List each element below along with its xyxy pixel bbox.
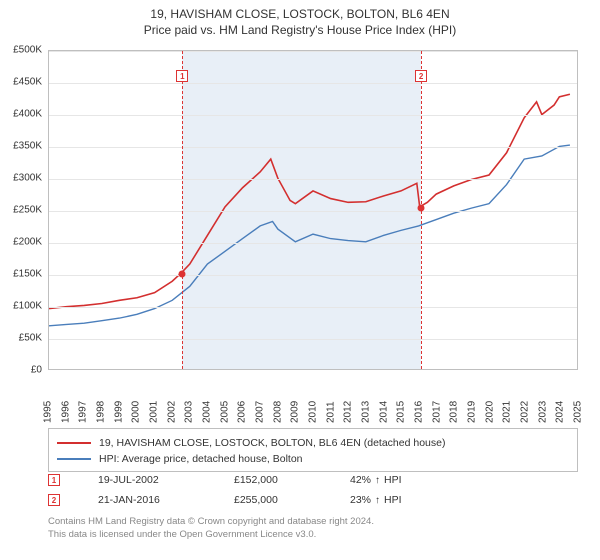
- plot-area: 12: [48, 50, 578, 370]
- legend-swatch: [57, 458, 91, 460]
- x-tick-label: 2024: [555, 401, 566, 423]
- x-tick-label: 2002: [166, 401, 177, 423]
- sale-rel-suffix: HPI: [384, 474, 402, 486]
- gridline-h: [49, 243, 577, 244]
- x-tick-label: 1995: [43, 401, 54, 423]
- event-marker-box: 1: [176, 70, 188, 82]
- attribution: Contains HM Land Registry data © Crown c…: [48, 516, 578, 542]
- x-tick-label: 2017: [431, 401, 442, 423]
- sale-relative: 23% ↑ HPI: [350, 494, 402, 506]
- x-tick-label: 2004: [202, 401, 213, 423]
- legend-item: 19, HAVISHAM CLOSE, LOSTOCK, BOLTON, BL6…: [57, 435, 569, 451]
- arrow-up-icon: ↑: [375, 495, 380, 506]
- x-tick-label: 2018: [449, 401, 460, 423]
- gridline-h: [49, 147, 577, 148]
- x-tick-label: 2009: [290, 401, 301, 423]
- x-tick-label: 2013: [361, 401, 372, 423]
- sale-rel-suffix: HPI: [384, 494, 402, 506]
- attribution-line-1: Contains HM Land Registry data © Crown c…: [48, 516, 578, 529]
- y-tick-label: £100K: [13, 301, 42, 312]
- y-tick-label: £300K: [13, 173, 42, 184]
- sale-price: £152,000: [234, 474, 314, 486]
- legend-item: HPI: Average price, detached house, Bolt…: [57, 451, 569, 467]
- x-tick-label: 2014: [378, 401, 389, 423]
- x-tick-label: 2000: [131, 401, 142, 423]
- legend-label: HPI: Average price, detached house, Bolt…: [99, 453, 303, 465]
- x-tick-label: 2015: [396, 401, 407, 423]
- gridline-h: [49, 339, 577, 340]
- gridline-h: [49, 211, 577, 212]
- x-tick-label: 1996: [60, 401, 71, 423]
- x-axis: 1995199619971998199920002001200220032004…: [48, 372, 578, 422]
- y-tick-label: £50K: [19, 333, 42, 344]
- arrow-up-icon: ↑: [375, 475, 380, 486]
- y-tick-label: £400K: [13, 109, 42, 120]
- legend-label: 19, HAVISHAM CLOSE, LOSTOCK, BOLTON, BL6…: [99, 437, 445, 449]
- y-tick-label: £200K: [13, 237, 42, 248]
- event-dot: [418, 204, 425, 211]
- sale-date: 21-JAN-2016: [98, 494, 198, 506]
- sale-rel-pct: 42%: [350, 474, 371, 486]
- x-tick-label: 1997: [78, 401, 89, 423]
- sale-date: 19-JUL-2002: [98, 474, 198, 486]
- chart-title: 19, HAVISHAM CLOSE, LOSTOCK, BOLTON, BL6…: [0, 0, 600, 38]
- event-line: [182, 51, 183, 369]
- x-tick-label: 2019: [467, 401, 478, 423]
- y-tick-label: £350K: [13, 141, 42, 152]
- sales-table: 1 19-JUL-2002 £152,000 42% ↑ HPI 2 21-JAN-2016 £…: [48, 470, 578, 510]
- line-layer: [49, 51, 577, 369]
- y-tick-label: £250K: [13, 205, 42, 216]
- x-tick-label: 2010: [308, 401, 319, 423]
- sale-relative: 42% ↑ HPI: [350, 474, 402, 486]
- gridline-h: [49, 83, 577, 84]
- x-tick-label: 2003: [184, 401, 195, 423]
- legend-swatch: [57, 442, 91, 444]
- y-tick-label: £150K: [13, 269, 42, 280]
- event-dot: [179, 270, 186, 277]
- attribution-line-2: This data is licensed under the Open Gov…: [48, 529, 578, 542]
- chart-area: £0 £50K £100K £150K £200K £250K £300K £350K £400…: [0, 42, 600, 422]
- sale-price: £255,000: [234, 494, 314, 506]
- x-tick-label: 1999: [113, 401, 124, 423]
- y-axis: £0£50K£100K£150K£200K£250K£300K£350K£400…: [0, 50, 46, 370]
- x-tick-label: 2020: [484, 401, 495, 423]
- gridline-h: [49, 275, 577, 276]
- x-tick-label: 2012: [343, 401, 354, 423]
- sale-rel-pct: 23%: [350, 494, 371, 506]
- x-tick-label: 2006: [237, 401, 248, 423]
- y-tick-label: £500K: [13, 45, 42, 56]
- sale-row: 1 19-JUL-2002 £152,000 42% ↑ HPI: [48, 470, 578, 490]
- sale-row: 2 21-JAN-2016 £255,000 23% ↑ HPI: [48, 490, 578, 510]
- x-tick-label: 2023: [537, 401, 548, 423]
- y-tick-label: £0: [31, 365, 42, 376]
- sale-marker: 1: [48, 474, 60, 486]
- sale-marker: 2: [48, 494, 60, 506]
- gridline-h: [49, 179, 577, 180]
- legend: 19, HAVISHAM CLOSE, LOSTOCK, BOLTON, BL6…: [48, 428, 578, 472]
- x-tick-label: 2021: [502, 401, 513, 423]
- x-tick-label: 2025: [573, 401, 584, 423]
- x-tick-label: 2008: [272, 401, 283, 423]
- x-tick-label: 2001: [149, 401, 160, 423]
- title-line-1: 19, HAVISHAM CLOSE, LOSTOCK, BOLTON, BL6…: [0, 6, 600, 22]
- x-tick-label: 2005: [219, 401, 230, 423]
- x-tick-label: 2007: [255, 401, 266, 423]
- title-line-2: Price paid vs. HM Land Registry's House …: [0, 22, 600, 38]
- x-tick-label: 2022: [520, 401, 531, 423]
- gridline-h: [49, 307, 577, 308]
- event-marker-box: 2: [415, 70, 427, 82]
- y-tick-label: £450K: [13, 77, 42, 88]
- gridline-h: [49, 115, 577, 116]
- x-tick-label: 1998: [96, 401, 107, 423]
- x-tick-label: 2016: [414, 401, 425, 423]
- gridline-h: [49, 51, 577, 52]
- chart-container: 19, HAVISHAM CLOSE, LOSTOCK, BOLTON, BL6…: [0, 0, 600, 560]
- x-tick-label: 2011: [325, 401, 336, 423]
